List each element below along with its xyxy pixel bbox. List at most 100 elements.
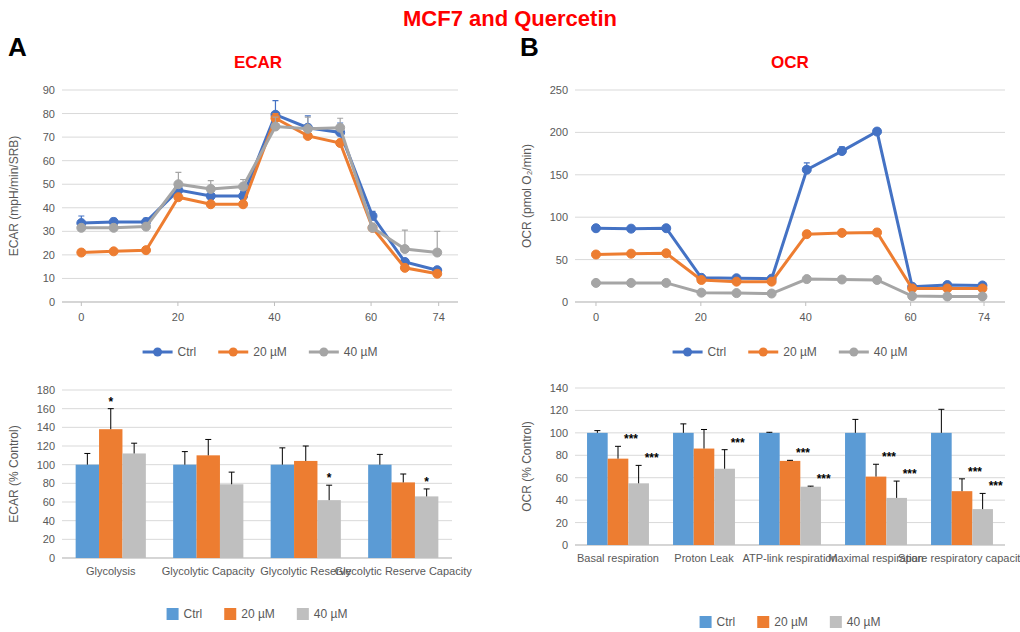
point — [837, 228, 846, 237]
error-bar — [680, 424, 686, 433]
x-tick-label: 74 — [978, 311, 990, 323]
error-bar — [959, 479, 965, 491]
point — [662, 249, 671, 258]
y-tick-label: 120 — [37, 440, 55, 452]
category-label: Spare respiratory capacity — [898, 552, 1020, 564]
legend-swatch — [757, 616, 769, 628]
point — [627, 224, 636, 233]
bar — [317, 500, 340, 558]
marks — [76, 409, 439, 558]
legend-swatch — [700, 616, 712, 628]
legend-label: 20 µM — [253, 345, 287, 359]
significance-mark: *** — [989, 479, 1003, 493]
category-label-line: Glycolysis — [86, 565, 136, 577]
y-tick-label: 70 — [43, 131, 55, 143]
error-bar — [787, 460, 793, 462]
point — [206, 200, 215, 209]
legend: Ctrl20 µM40 µM — [700, 615, 881, 629]
legend-label: Ctrl — [184, 607, 203, 621]
bar — [294, 461, 317, 558]
point — [239, 182, 248, 191]
error-bar — [84, 453, 90, 464]
y-tick-label: 80 — [43, 108, 55, 120]
significance-mark: *** — [624, 432, 638, 446]
point — [978, 292, 987, 301]
point — [662, 224, 671, 233]
legend-label: 40 µM — [314, 607, 348, 621]
legend-swatch — [167, 608, 179, 620]
grid-line — [62, 137, 458, 138]
legend-label: 40 µM — [847, 615, 881, 629]
bar — [220, 484, 243, 558]
point — [303, 124, 312, 133]
error-bar — [182, 452, 188, 465]
bar — [800, 487, 821, 545]
y-tick-label: 20 — [556, 517, 568, 529]
legend-marker — [319, 348, 328, 357]
error-bar — [229, 472, 235, 484]
y-tick-label: 0 — [562, 296, 568, 308]
point — [591, 250, 600, 259]
y-tick-label: 80 — [43, 477, 55, 489]
y-tick-label: 0 — [562, 539, 568, 551]
figure-title: MCF7 and Quercetin — [403, 6, 617, 31]
point — [662, 278, 671, 287]
point — [873, 275, 882, 284]
bar — [673, 433, 694, 545]
point — [591, 278, 600, 287]
point — [109, 247, 118, 256]
significance-mark: *** — [796, 446, 810, 460]
page: {"figure": {"title": "MCF7 and Quercetin… — [0, 0, 1020, 632]
figure: MCF7 and QuercetinAECARBOCR0102030405060… — [0, 0, 1020, 632]
category-label-line: Spare respiratory capacity — [898, 552, 1020, 564]
point — [837, 275, 846, 284]
panel-title: ECAR — [234, 53, 282, 72]
y-tick-label: 120 — [550, 404, 568, 416]
bar — [608, 459, 629, 545]
bar — [886, 498, 907, 545]
series-line — [81, 118, 437, 273]
legend-marker — [759, 348, 768, 357]
x-tick-label: 0 — [593, 311, 599, 323]
y-tick-label: 20 — [43, 249, 55, 261]
error-bar — [808, 486, 814, 488]
y-tick-label: 10 — [43, 272, 55, 284]
y-tick-label: 140 — [550, 382, 568, 394]
significance-mark: *** — [817, 472, 831, 486]
error-bar — [205, 439, 211, 455]
series-line — [596, 132, 982, 287]
point — [802, 230, 811, 239]
error-bar — [980, 493, 986, 509]
legend-label: 40 µM — [344, 345, 378, 359]
legend-marker — [683, 348, 692, 357]
y-tick-label: 0 — [49, 552, 55, 564]
bar — [197, 455, 220, 558]
error-bar — [938, 409, 944, 433]
x-tick — [371, 302, 372, 306]
bar — [392, 482, 415, 558]
x-tick — [910, 302, 911, 306]
error-bar — [852, 419, 858, 432]
category-label-line: Glycolytic Capacity — [162, 565, 255, 577]
category-label: ATP-link respiration — [742, 552, 837, 564]
point — [591, 224, 600, 233]
point — [908, 292, 917, 301]
bar — [866, 477, 887, 545]
error-bar — [424, 489, 430, 496]
bar — [173, 465, 196, 558]
bar — [845, 433, 866, 545]
significance-mark: *** — [882, 450, 896, 464]
y-tick-label: 100 — [37, 459, 55, 471]
x-tick — [595, 302, 596, 306]
category-label-line: Glycolytic Reserve Capacity — [335, 565, 472, 577]
series-line — [596, 232, 982, 288]
error-bar — [377, 454, 383, 464]
error-bar — [873, 464, 879, 476]
error-bar — [303, 446, 309, 461]
bar — [99, 429, 122, 558]
legend-swatch — [297, 608, 309, 620]
point — [142, 246, 151, 255]
legend-label: 20 µM — [774, 615, 808, 629]
x-tick-label: 20 — [695, 311, 707, 323]
grid-line — [62, 184, 458, 185]
